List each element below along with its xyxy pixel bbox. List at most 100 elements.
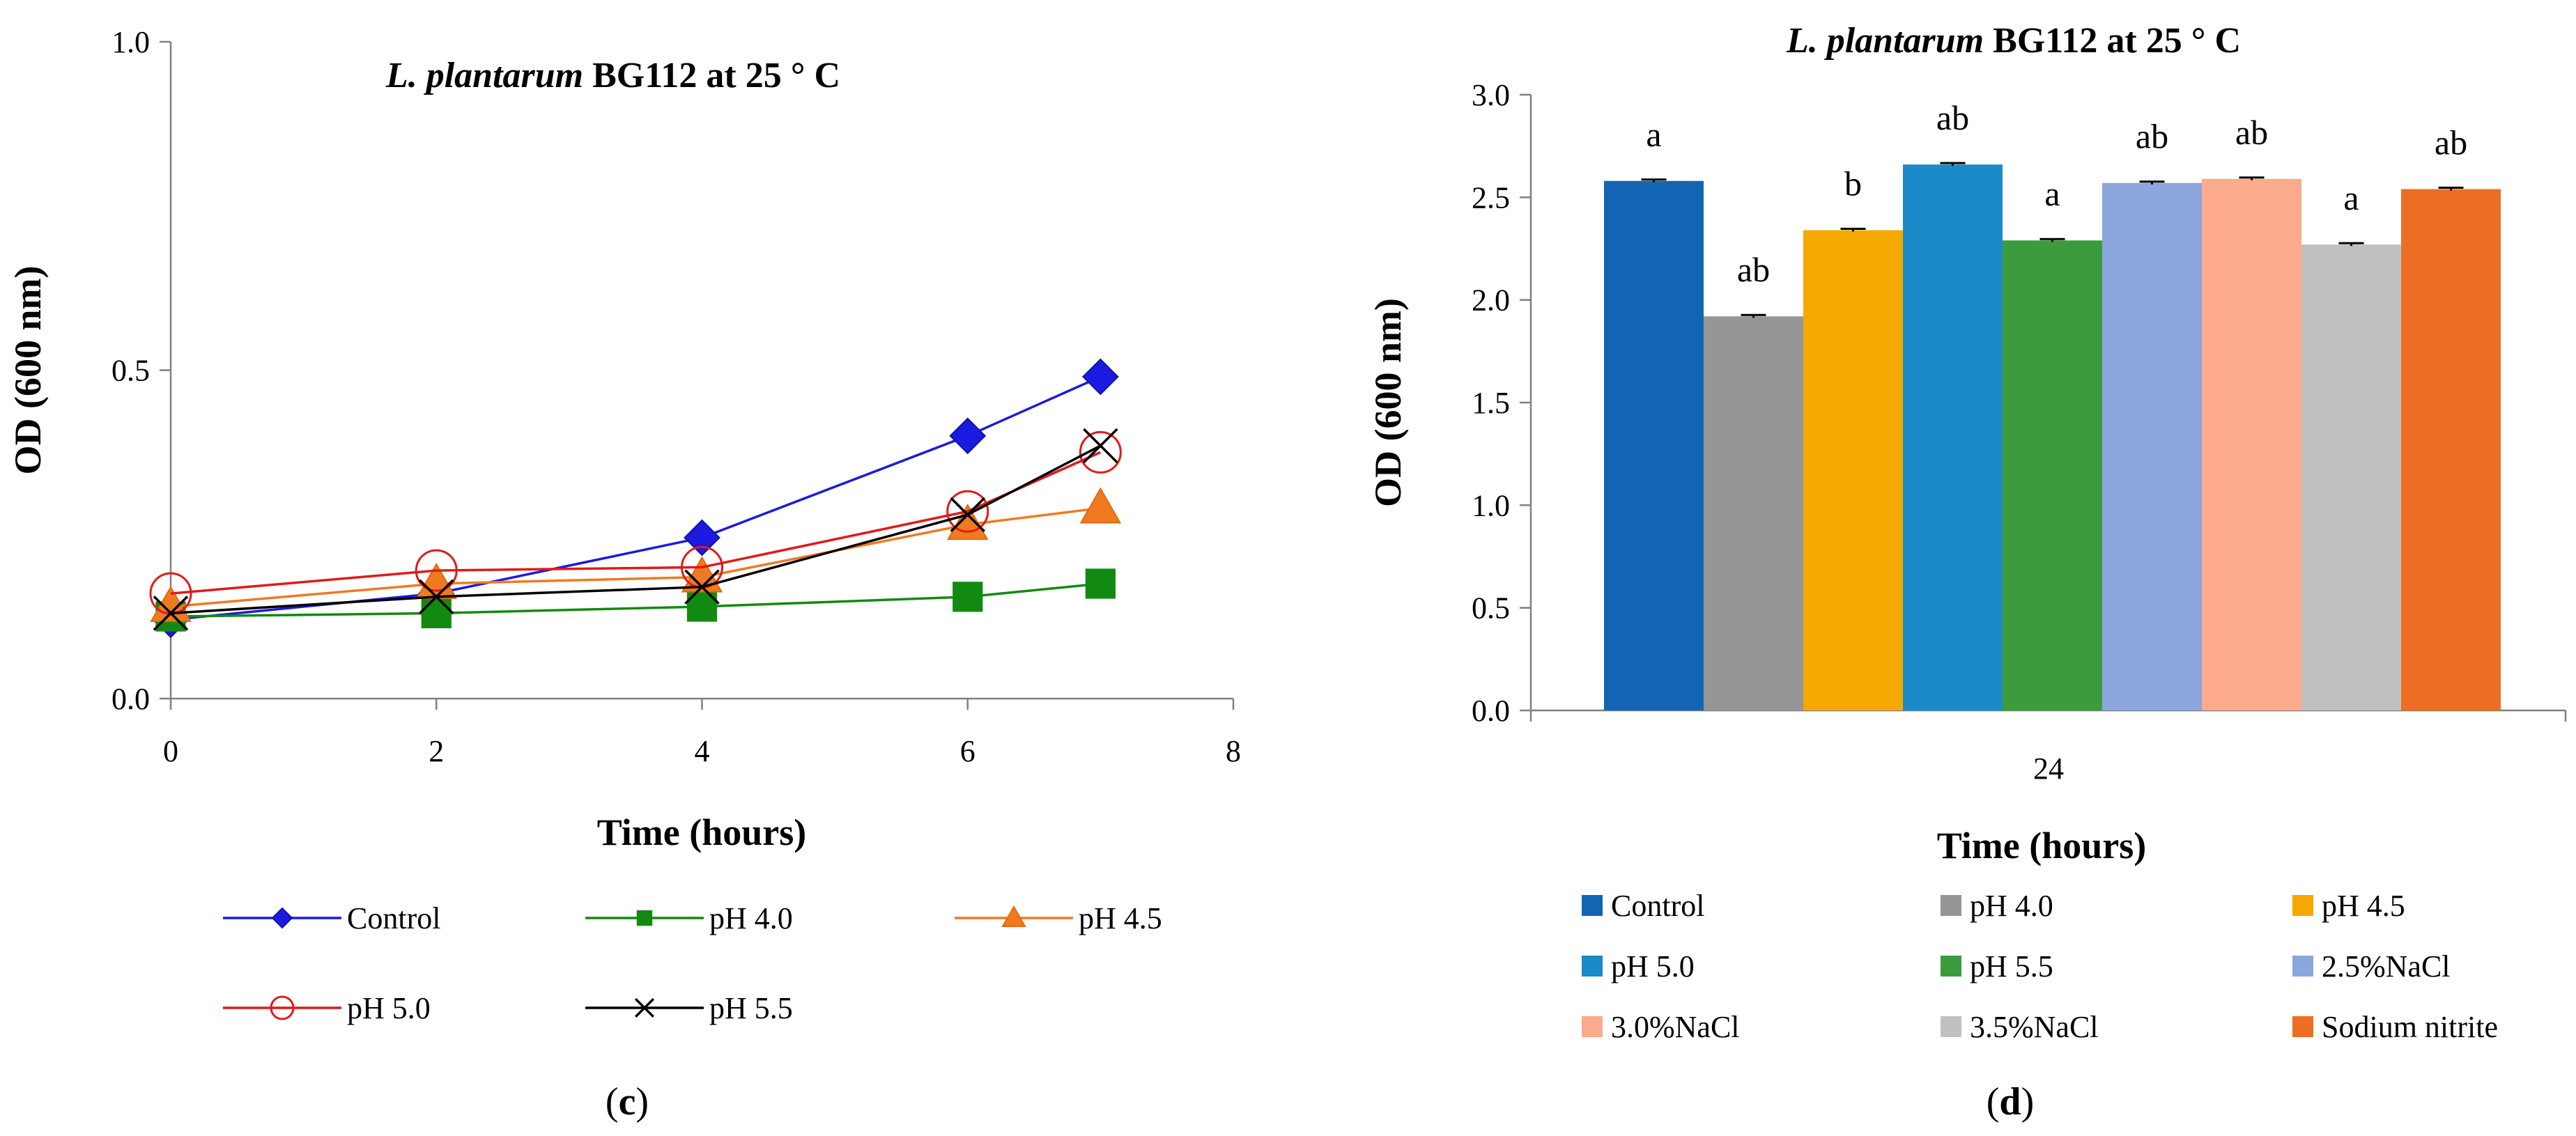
bar-group-ph-4-5: b <box>1803 164 1903 711</box>
legend-item-ph-4-0: pH 4.0 <box>585 901 793 935</box>
legend-item-ph-5-0: pH 5.0 <box>1582 949 1695 983</box>
legend-swatch <box>1582 895 1603 916</box>
data-point <box>415 549 458 592</box>
legend-label: pH 4.5 <box>1079 901 1162 935</box>
legend-marker-stroke-b <box>634 997 655 1018</box>
data-point <box>421 598 452 629</box>
legend-swatch <box>2292 956 2313 977</box>
y-tick-label: 2.0 <box>1472 283 1510 318</box>
legend-label: Sodium nitrite <box>2322 1010 2498 1044</box>
panel-label-letter: d <box>1999 1080 2021 1123</box>
data-point <box>1085 568 1116 599</box>
y-tick-label: 3.0 <box>1472 78 1510 112</box>
bar-group-3-0-nacl: ab <box>2202 113 2301 710</box>
bar-group-ph-4-0: ab <box>1704 250 1803 710</box>
legend-item-ph-4-5: pH 4.5 <box>955 901 1162 935</box>
legend-marker <box>1001 905 1026 927</box>
legend: Control pH 4.0 pH 4.5 pH 5.0 pH 5.5 2.5%NaCl 3… <box>1582 889 2498 1044</box>
data-point <box>946 490 989 533</box>
legend-marker <box>271 907 293 929</box>
legend-label: 3.5%NaCl <box>1970 1010 2099 1044</box>
x-category-label: 24 <box>2033 752 2064 786</box>
legend-label: pH 4.0 <box>1970 889 2053 923</box>
data-point <box>1081 358 1119 396</box>
y-tick-label: 2.5 <box>1472 180 1510 215</box>
bar <box>2301 244 2401 710</box>
x-axis-title: Time (hours) <box>597 811 807 853</box>
bar-group-ph-5-5: a <box>2003 174 2102 710</box>
legend-swatch <box>2292 895 2313 916</box>
significance-letter: ab <box>2435 123 2467 162</box>
legend-item-control: Control <box>1582 889 1704 923</box>
x-tick-label: 6 <box>960 734 975 768</box>
y-tick-label: 1.0 <box>111 25 150 59</box>
panel-label-close: ) <box>2021 1080 2035 1123</box>
data-point <box>952 582 983 612</box>
panel-label: (c) <box>606 1080 649 1123</box>
significance-letter: a <box>1646 115 1661 154</box>
series-ph-5-5 <box>153 428 1118 631</box>
data-point <box>419 579 454 615</box>
panel-label-close: ) <box>635 1080 649 1123</box>
legend-swatch <box>1941 895 1961 916</box>
chart-title-condition: BG112 at 25 ° C <box>583 56 840 95</box>
legend-item-ph-4-0: pH 4.0 <box>1941 889 2053 923</box>
bar <box>2003 240 2102 710</box>
y-tick-label: 1.0 <box>1472 488 1510 522</box>
legend-marker <box>270 995 295 1020</box>
data-point <box>947 504 989 540</box>
legend-swatch <box>2292 1016 2313 1037</box>
x-tick-label: 4 <box>695 734 710 768</box>
data-point <box>153 596 189 631</box>
x-tick-label: 2 <box>429 734 444 768</box>
panel-label: (d) <box>1987 1080 2034 1123</box>
bar <box>2401 189 2501 711</box>
bar-group-3-5-nacl: a <box>2301 178 2401 710</box>
legend-marker <box>636 910 653 926</box>
data-point <box>1079 487 1122 524</box>
legend-label: 2.5%NaCl <box>2322 949 2451 983</box>
bar <box>1604 180 1704 710</box>
bar-chart-panel-d: 0.0 0.5 1.0 1.5 2.0 2.5 3.0 a ab b ab a ab ab a ab 24 L. … <box>1367 21 2567 1123</box>
legend-label: pH 5.5 <box>1970 949 2053 983</box>
legend-item-2-5-nacl: 2.5%NaCl <box>2292 949 2451 983</box>
y-axis-title: OD (600 nm) <box>7 266 49 475</box>
panel-label-open: ( <box>606 1080 619 1123</box>
y-tick-label: 1.5 <box>1472 386 1510 420</box>
legend-label: pH 5.0 <box>347 991 431 1025</box>
chart-title: L. plantarum BG112 at 25 ° C <box>1786 21 2241 61</box>
legend-label: pH 5.5 <box>709 991 793 1025</box>
legend-item-ph-4-5: pH 4.5 <box>2292 889 2405 923</box>
significance-letter: ab <box>1936 98 1969 137</box>
significance-letter: ab <box>2235 113 2268 152</box>
data-point-stroke-b <box>1083 428 1118 464</box>
x-tick-label: 0 <box>163 734 178 768</box>
y-tick-label: 0.5 <box>1472 591 1510 625</box>
bar <box>1704 316 1803 710</box>
legend-label: pH 4.0 <box>709 901 793 935</box>
significance-letter: ab <box>2136 117 2168 156</box>
significance-letter: b <box>1844 164 1862 203</box>
series-ph-4-0 <box>155 568 1116 632</box>
legend-item-3-5-nacl: 3.5%NaCl <box>1941 1010 2099 1044</box>
y-axis-title: OD (600 nm) <box>1367 298 1409 507</box>
data-point <box>1079 430 1122 474</box>
x-tick-label: 8 <box>1226 734 1241 768</box>
legend-label: pH 5.0 <box>1611 949 1695 983</box>
x-axis-title: Time (hours) <box>1937 825 2147 866</box>
legend-swatch <box>1582 1016 1603 1037</box>
data-point <box>1083 428 1118 464</box>
line-chart-panel-c: 0.0 0.5 1.0 0 2 4 6 8 L. plantarum BG112 at 25 °… <box>7 25 1241 1123</box>
legend-label: pH 4.5 <box>2322 889 2405 923</box>
chart-title: L. plantarum BG112 at 25 ° C <box>385 56 840 95</box>
data-point-stroke-b <box>950 497 985 533</box>
legend-label: Control <box>347 901 440 935</box>
legend-item-ph-5-5: pH 5.5 <box>1941 949 2053 983</box>
bar-group-sodium-nitrite: ab <box>2401 123 2501 711</box>
chart-title-species: L. plantarum <box>385 56 583 95</box>
bar <box>2102 182 2202 710</box>
bar-group-2-5-nacl: ab <box>2102 117 2202 710</box>
bar <box>2202 178 2301 710</box>
y-tick-label: 0.0 <box>1472 694 1510 728</box>
